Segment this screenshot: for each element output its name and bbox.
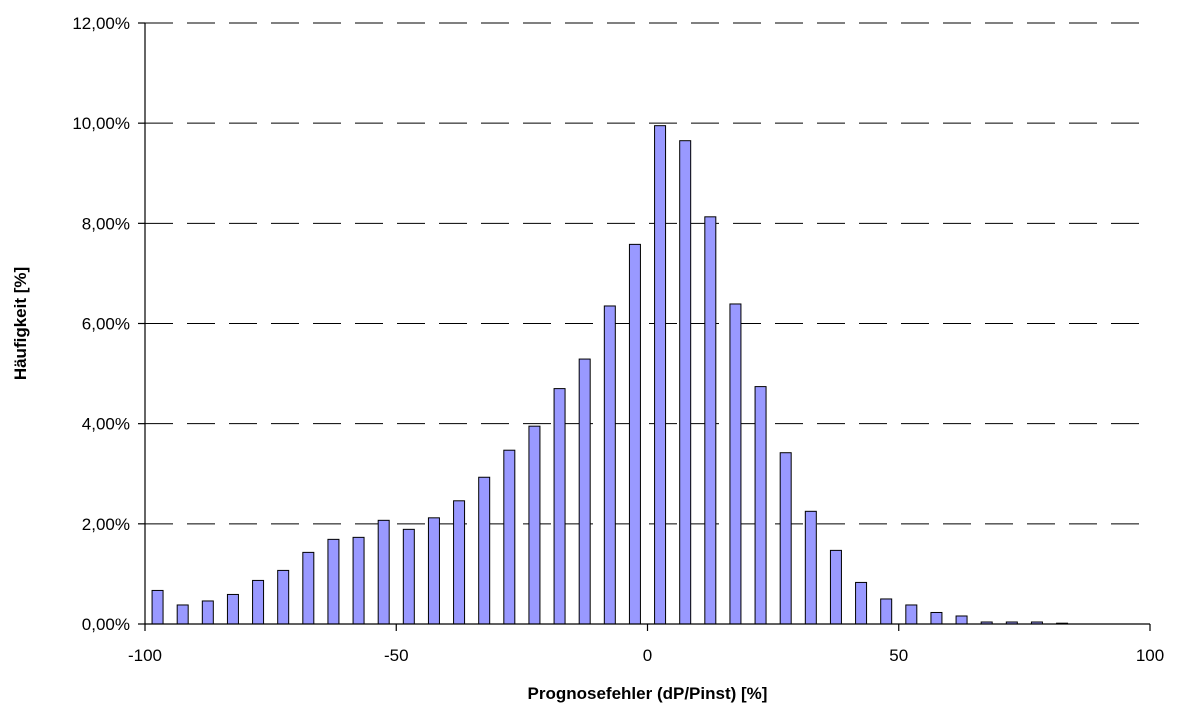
x-tick-label: -50	[384, 646, 409, 665]
histogram-bar	[628, 243, 641, 625]
x-tick-label: -100	[128, 646, 162, 665]
y-axis-title: Häufigkeit [%]	[11, 267, 30, 380]
histogram-bar	[654, 125, 667, 625]
x-tick-label: 0	[643, 646, 652, 665]
y-tick-label: 10,00%	[72, 114, 130, 133]
histogram-bar	[352, 536, 365, 625]
bars	[151, 125, 1069, 625]
y-axis-ticks: 0,00% 2,00% 4,00% 6,00% 8,00% 10,00% 12,00%	[72, 14, 145, 634]
x-axis-title: Prognosefehler (dP/Pinst) [%]	[528, 684, 768, 703]
histogram-bar	[880, 598, 893, 625]
histogram-bar	[804, 510, 817, 625]
x-tick-label: 100	[1136, 646, 1164, 665]
histogram-bar	[553, 388, 566, 625]
histogram-bar	[377, 519, 390, 625]
histogram-bar	[151, 589, 164, 625]
histogram-bar	[277, 569, 290, 625]
histogram-bar	[302, 551, 315, 625]
histogram-bar	[729, 303, 742, 625]
y-tick-label: 8,00%	[82, 214, 130, 233]
y-tick-label: 4,00%	[82, 415, 130, 434]
histogram-bar	[176, 604, 189, 625]
histogram-bar	[855, 581, 868, 625]
histogram-bar	[779, 452, 792, 625]
y-tick-label: 0,00%	[82, 615, 130, 634]
y-tick-label: 12,00%	[72, 14, 130, 33]
histogram-bar	[578, 358, 591, 625]
histogram-bar	[955, 615, 968, 625]
histogram-bar	[427, 517, 440, 625]
grid-lines	[145, 22, 1150, 525]
histogram-bar	[930, 611, 943, 625]
histogram-bar	[402, 528, 415, 625]
y-tick-label: 2,00%	[82, 515, 130, 534]
histogram-bar	[905, 604, 918, 625]
histogram-bar	[327, 538, 340, 625]
histogram-bar	[478, 476, 491, 625]
histogram-bar	[679, 140, 692, 625]
histogram-bar	[252, 579, 265, 625]
x-tick-label: 50	[889, 646, 908, 665]
histogram-bar	[453, 500, 466, 625]
histogram-bar	[754, 386, 767, 625]
histogram-bar	[528, 425, 541, 625]
histogram-bar	[704, 216, 717, 625]
y-tick-label: 6,00%	[82, 315, 130, 334]
histogram-bar	[603, 305, 616, 625]
histogram-bar	[503, 449, 516, 625]
histogram-bar	[829, 549, 842, 625]
x-axis-ticks: -100 -50 0 50 100	[128, 624, 1164, 665]
histogram-bar	[226, 593, 239, 625]
histogram-bar	[201, 600, 214, 625]
